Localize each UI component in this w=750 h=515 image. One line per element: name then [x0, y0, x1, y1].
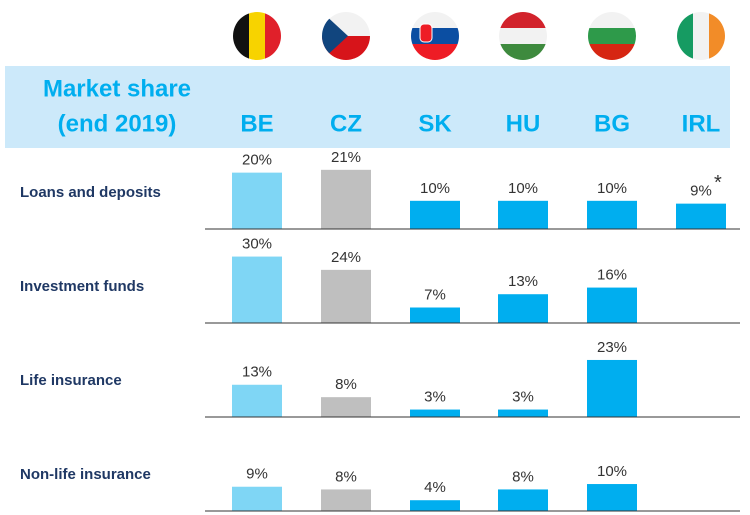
row-label: Life insurance	[20, 372, 122, 389]
value-label: 21%	[331, 149, 361, 166]
flags	[233, 12, 725, 60]
value-label: 7%	[424, 286, 446, 303]
bar	[321, 489, 371, 511]
value-label: 23%	[597, 339, 627, 356]
value-label: 8%	[335, 376, 357, 393]
bar	[232, 384, 282, 417]
value-label: 8%	[335, 468, 357, 485]
footnote-mark: *	[714, 172, 722, 194]
bar	[498, 200, 548, 229]
category-label: BE	[240, 110, 273, 137]
value-label: 10%	[597, 463, 627, 480]
category-label: IRL	[682, 110, 721, 137]
row-label: Non-life insurance	[20, 466, 151, 483]
value-label: 4%	[424, 479, 446, 496]
bar	[232, 172, 282, 229]
value-label: 8%	[512, 468, 534, 485]
value-label: 9%	[690, 183, 712, 200]
value-label: 10%	[508, 180, 538, 197]
value-label: 16%	[597, 267, 627, 284]
chart-title: (end 2019)	[58, 110, 177, 137]
bar	[676, 203, 726, 229]
value-label: 20%	[242, 152, 272, 169]
row-label: Investment funds	[20, 278, 144, 295]
value-label: 10%	[420, 180, 450, 197]
value-label: 24%	[331, 249, 361, 266]
bar	[232, 256, 282, 323]
value-label: 3%	[512, 389, 534, 406]
bar	[498, 489, 548, 511]
category-label: SK	[418, 110, 452, 137]
bar	[410, 200, 460, 229]
bar	[410, 307, 460, 323]
value-label: 13%	[242, 364, 272, 381]
row-label: Loans and deposits	[20, 184, 161, 201]
bar	[587, 484, 637, 511]
category-label: HU	[506, 110, 541, 137]
value-label: 30%	[242, 236, 272, 253]
bar	[321, 269, 371, 323]
value-label: 10%	[597, 180, 627, 197]
bar	[232, 486, 282, 511]
bar	[587, 200, 637, 229]
bar	[587, 359, 637, 417]
category-label: CZ	[330, 110, 362, 137]
bar	[587, 287, 637, 323]
bar	[321, 169, 371, 229]
header-band	[5, 66, 730, 148]
bar	[410, 500, 460, 511]
value-label: 9%	[246, 466, 268, 483]
bar	[498, 294, 548, 323]
category-label: BG	[594, 110, 630, 137]
bar	[410, 409, 460, 417]
bar	[321, 397, 371, 417]
value-label: 3%	[424, 389, 446, 406]
value-label: 13%	[508, 273, 538, 290]
chart-title: Market share	[43, 75, 191, 102]
bar	[498, 409, 548, 417]
